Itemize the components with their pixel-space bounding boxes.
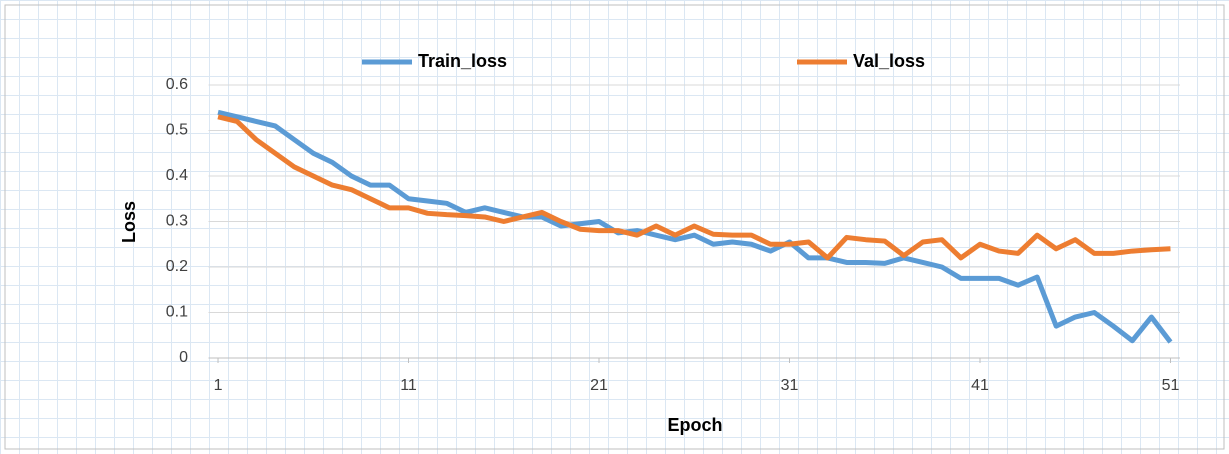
y-tick-label: 0.3 bbox=[166, 213, 188, 230]
x-tick-label: 31 bbox=[781, 377, 799, 394]
y-tick-label: 0.5 bbox=[166, 122, 188, 139]
y-tick-label: 0.1 bbox=[166, 304, 188, 321]
line-series bbox=[217, 114, 1171, 261]
x-tick-label: 21 bbox=[590, 377, 608, 394]
legend-label: Train_loss bbox=[418, 51, 507, 71]
x-axis-title: Epoch bbox=[667, 415, 722, 435]
y-tick-label: 0.6 bbox=[166, 76, 188, 93]
x-tick-label: 11 bbox=[400, 377, 417, 394]
y-tick-label: 0 bbox=[179, 349, 188, 366]
y-tick-label: 0.4 bbox=[166, 167, 188, 184]
x-tick-label: 1 bbox=[214, 377, 223, 394]
line-series bbox=[217, 109, 1173, 344]
legend-label: Val_loss bbox=[853, 51, 925, 71]
y-tick-label: 0.2 bbox=[166, 258, 188, 275]
y-axis-title: Loss bbox=[119, 201, 139, 243]
chart-border bbox=[4, 4, 1225, 450]
x-tick-label: 51 bbox=[1162, 377, 1180, 394]
x-tick-label: 41 bbox=[971, 377, 989, 394]
